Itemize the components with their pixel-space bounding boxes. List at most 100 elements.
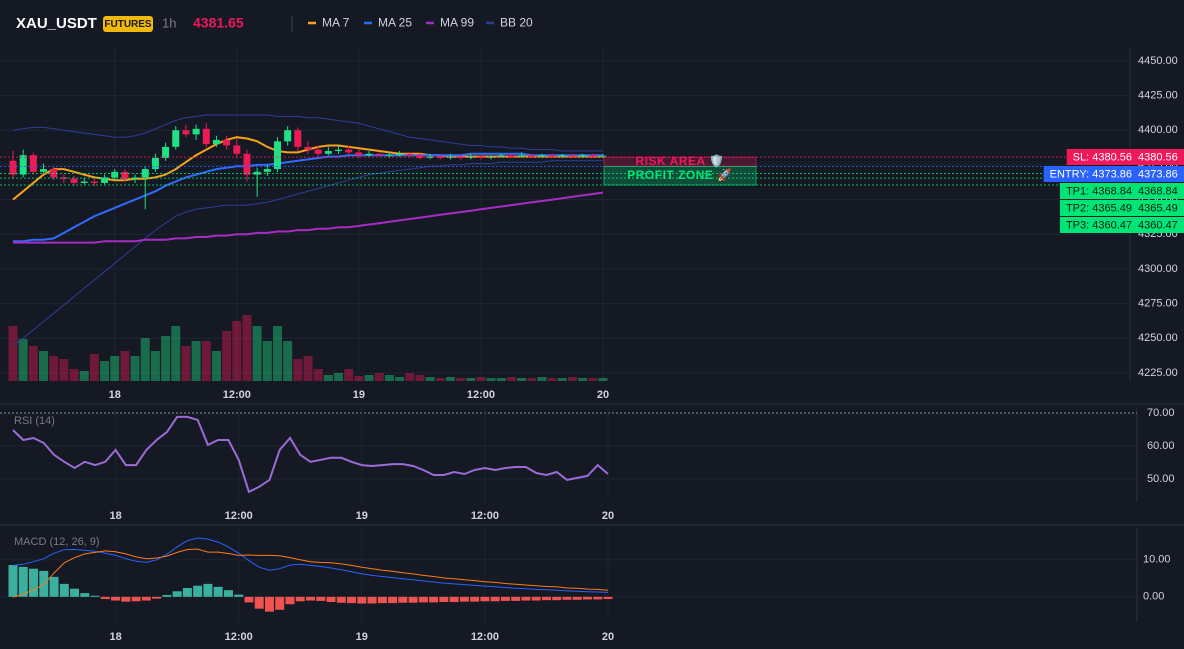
candle-body — [121, 171, 129, 179]
symbol: XAU_USDT — [16, 15, 97, 32]
x-tick-label: 12:00 — [225, 510, 253, 522]
candle-body — [243, 153, 251, 175]
macd-histogram-bar — [70, 588, 80, 597]
x-tick-label: 19 — [356, 631, 368, 643]
macd-histogram-bar — [418, 596, 428, 603]
volume-bar — [303, 356, 313, 381]
macd-histogram-bar — [336, 596, 346, 603]
candle-body — [284, 130, 292, 142]
volume-bar — [28, 346, 38, 381]
candle-body — [416, 155, 424, 158]
x-tick-label: 18 — [109, 389, 121, 401]
macd-histogram-bar — [172, 591, 182, 597]
macd-histogram-bar — [80, 593, 90, 597]
legend-label: MA 25 — [378, 16, 412, 30]
candle-body — [263, 169, 271, 172]
macd-histogram-bar — [572, 596, 582, 600]
level-price: 4368.84 — [1138, 185, 1178, 197]
volume-bar — [100, 361, 110, 381]
candle-body — [273, 141, 281, 170]
volume-bar — [272, 326, 282, 381]
volume-bar — [79, 371, 89, 381]
volume-bar — [456, 378, 466, 381]
candle-body — [304, 146, 312, 150]
macd-histogram-bar — [480, 596, 490, 602]
volume-bar — [120, 351, 130, 381]
candle-body — [80, 181, 88, 183]
volume-bar — [18, 339, 28, 381]
volume-bar — [110, 356, 120, 381]
volume-bar — [69, 369, 79, 381]
legend-label: BB 20 — [500, 16, 533, 30]
x-tick-label: 19 — [356, 510, 368, 522]
macd-histogram-bar — [254, 596, 264, 609]
volume-bar — [334, 373, 344, 381]
candle-body — [518, 155, 526, 157]
volume-bar — [49, 356, 59, 381]
candle-body — [355, 152, 363, 156]
candle-body — [497, 155, 505, 157]
volume-bar — [547, 378, 557, 381]
volume-bar — [517, 378, 527, 381]
volume-bar — [374, 373, 384, 381]
panel-title: MACD (12, 26, 9) — [14, 536, 100, 548]
volume-bar — [181, 346, 191, 381]
trade-zone — [603, 165, 757, 186]
candle-body — [162, 146, 170, 158]
panel-title: RSI (14) — [14, 415, 55, 427]
volume-bar — [293, 359, 303, 381]
macd-histogram-bar — [244, 596, 254, 603]
volume-bar — [89, 354, 99, 381]
moving-average — [13, 191, 604, 244]
macd-histogram-bar — [347, 596, 357, 604]
volume-bar — [222, 331, 232, 381]
volume-bar — [232, 321, 242, 381]
x-tick-label: 20 — [602, 510, 614, 522]
candle-body — [29, 155, 37, 172]
volume-bar — [252, 326, 262, 381]
macd-histogram-bar — [459, 596, 469, 602]
y-tick-label: 4250.00 — [1138, 332, 1178, 344]
volume-bar — [466, 378, 476, 381]
candle-body — [212, 139, 220, 145]
y-tick-label: 70.00 — [1147, 407, 1175, 419]
candle-body — [426, 156, 434, 158]
y-tick-label: 10.00 — [1143, 554, 1171, 566]
macd-histogram-bar — [141, 596, 151, 601]
candle-body — [131, 177, 139, 179]
macd-histogram-bar — [152, 596, 162, 599]
candle-body — [487, 156, 495, 158]
volume-bar — [283, 341, 293, 381]
volume-bar — [567, 377, 577, 381]
volume-bar — [150, 351, 160, 381]
macd-histogram-bar — [49, 576, 59, 597]
candle-body — [558, 155, 566, 157]
candle-body — [60, 177, 68, 179]
volume-bar — [425, 377, 435, 381]
macd-histogram-bar — [398, 596, 408, 603]
level-price: 4365.49 — [1138, 202, 1178, 214]
candle-body — [233, 145, 241, 154]
volume-bar — [39, 351, 49, 381]
volume-bar — [171, 326, 181, 381]
macd-histogram-bar — [582, 596, 592, 600]
bollinger-band — [12, 160, 603, 346]
macd-histogram-bar — [593, 596, 603, 600]
volume-bar — [191, 341, 201, 381]
macd-histogram-bar — [377, 596, 387, 604]
candle-body — [507, 155, 515, 157]
volume-bar — [161, 336, 171, 381]
macd-histogram-bar — [367, 596, 377, 604]
candle-body — [294, 130, 302, 147]
y-tick-label: 50.00 — [1147, 473, 1175, 485]
volume-bar — [415, 375, 425, 381]
candle-body — [396, 153, 404, 156]
macd-histogram-bar — [29, 568, 39, 597]
level-box — [1059, 200, 1184, 216]
volume-bar — [435, 378, 445, 381]
candle-body — [223, 139, 231, 146]
level-label: ENTRY: 4373.86 — [1050, 168, 1132, 180]
candle-body — [375, 153, 383, 156]
moving-average — [13, 152, 603, 243]
